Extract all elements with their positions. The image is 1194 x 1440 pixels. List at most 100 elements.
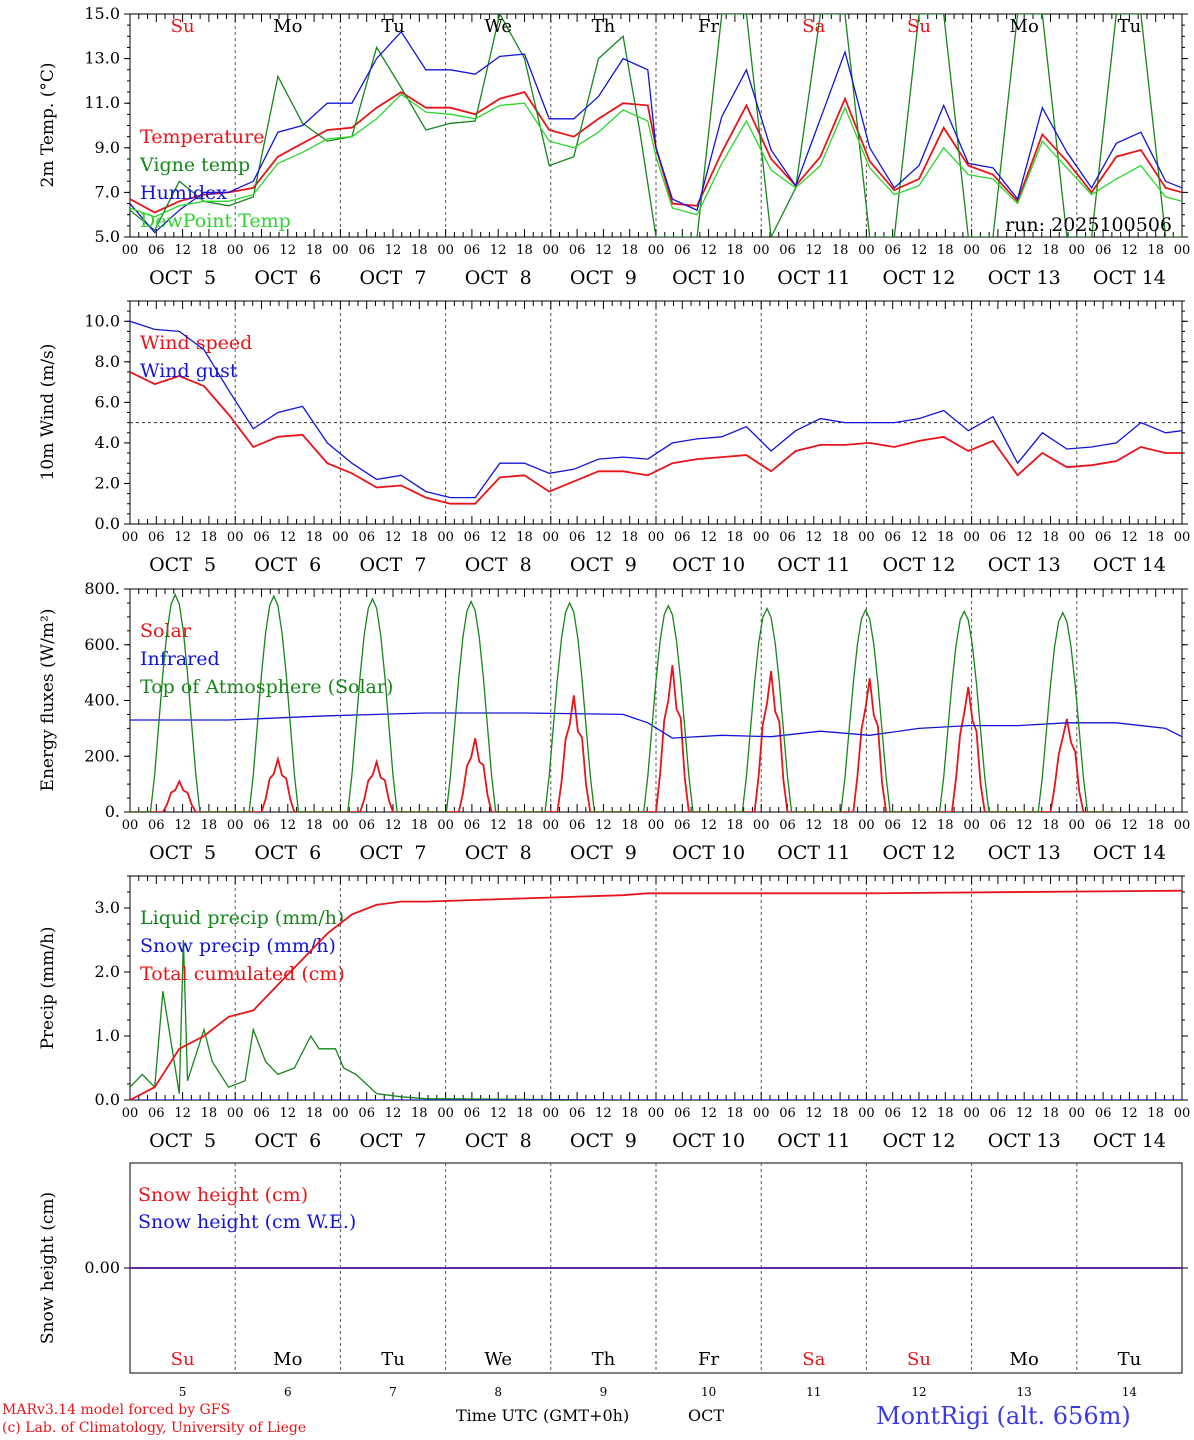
- hour-tick-label: 12: [174, 243, 191, 258]
- hour-tick-label: 12: [595, 1106, 612, 1121]
- day-number: 14: [1122, 1385, 1138, 1399]
- hour-tick-label: 00: [963, 1106, 980, 1121]
- hour-tick-label: 00: [1069, 1106, 1086, 1121]
- legend-total-cumulated-cm-: Total cumulated (cm): [140, 963, 345, 985]
- hour-tick-label: 12: [1016, 1106, 1033, 1121]
- hour-tick-label: 18: [727, 530, 744, 545]
- hour-tick-label: 06: [148, 1106, 165, 1121]
- hour-tick-label: 12: [1121, 818, 1138, 833]
- hour-tick-label: 06: [779, 1106, 796, 1121]
- hour-tick-label: 00: [543, 243, 560, 258]
- date-label: OCT 5: [149, 842, 216, 864]
- hour-tick-label: 06: [358, 530, 375, 545]
- hour-tick-label: 12: [911, 1106, 928, 1121]
- day-name: We: [484, 1349, 512, 1370]
- hour-tick-label: 12: [911, 243, 928, 258]
- date-label: OCT 10: [672, 267, 745, 289]
- legend-dewpoint-temp: DewPoint Temp: [140, 210, 291, 232]
- hour-tick-label: 06: [779, 818, 796, 833]
- hour-tick-label: 00: [858, 1106, 875, 1121]
- date-label: OCT 11: [777, 1130, 850, 1152]
- hour-tick-label: 18: [1147, 818, 1164, 833]
- day-number: 11: [806, 1385, 821, 1399]
- date-label: OCT 8: [465, 1130, 532, 1152]
- hour-tick-label: 18: [621, 530, 638, 545]
- hour-tick-label: 12: [385, 243, 402, 258]
- hour-tick-label: 06: [779, 243, 796, 258]
- model-credit: MARv3.14 model forced by GFS: [2, 1402, 231, 1418]
- hour-tick-label: 00: [543, 818, 560, 833]
- hour-tick-label: 18: [411, 818, 428, 833]
- hour-tick-label: 18: [516, 243, 533, 258]
- hour-tick-label: 06: [569, 818, 586, 833]
- hour-tick-label: 00: [1174, 818, 1191, 833]
- date-label: OCT 11: [777, 842, 850, 864]
- day-number: 5: [179, 1385, 187, 1399]
- legend-humidex: Humidex: [140, 182, 227, 204]
- hour-tick-label: 00: [122, 243, 139, 258]
- hour-tick-label: 06: [253, 1106, 270, 1121]
- hour-tick-label: 06: [464, 818, 481, 833]
- hour-tick-label: 18: [937, 243, 954, 258]
- y-tick-label: 0.0: [95, 514, 120, 533]
- hour-tick-label: 12: [490, 818, 507, 833]
- date-label: OCT 12: [882, 842, 955, 864]
- y-tick-label: 7.0: [95, 182, 120, 201]
- day-number: 10: [701, 1385, 716, 1399]
- hour-tick-label: 06: [779, 530, 796, 545]
- y-tick-label: 5.0: [95, 227, 120, 246]
- hour-tick-label: 12: [174, 1106, 191, 1121]
- hour-tick-label: 00: [858, 243, 875, 258]
- hour-tick-label: 00: [858, 818, 875, 833]
- hour-tick-label: 00: [332, 243, 349, 258]
- hour-tick-label: 00: [1069, 243, 1086, 258]
- hour-tick-label: 06: [148, 818, 165, 833]
- hour-tick-label: 06: [253, 530, 270, 545]
- hour-tick-label: 06: [358, 818, 375, 833]
- hour-tick-label: 06: [148, 530, 165, 545]
- hour-tick-label: 06: [569, 530, 586, 545]
- date-label: OCT 13: [988, 1130, 1061, 1152]
- day-number: 6: [284, 1385, 292, 1399]
- panel-5: 0.00 Snow height (cm) Snow height (cm) Snow…: [38, 1162, 1188, 1399]
- hour-tick-label: 00: [122, 1106, 139, 1121]
- series-infrared: [130, 712, 1182, 739]
- date-label: OCT 13: [988, 267, 1061, 289]
- hour-tick-label: 12: [1016, 243, 1033, 258]
- hour-tick-label: 18: [937, 1106, 954, 1121]
- hour-tick-label: 00: [1069, 818, 1086, 833]
- hour-tick-label: 18: [306, 243, 323, 258]
- hour-tick-label: 00: [332, 530, 349, 545]
- date-label: OCT 11: [777, 554, 850, 576]
- hour-tick-label: 12: [490, 530, 507, 545]
- hour-tick-label: 06: [148, 243, 165, 258]
- date-label: OCT 5: [149, 267, 216, 289]
- hour-tick-label: 00: [227, 243, 244, 258]
- hour-tick-label: 18: [832, 818, 849, 833]
- day-name: Tu: [381, 16, 405, 37]
- y-axis-label: 2m Temp. (°C): [38, 62, 58, 187]
- hour-tick-label: 00: [437, 243, 454, 258]
- y-tick-label: 600.: [84, 635, 120, 654]
- day-name: Su: [907, 16, 931, 37]
- hour-tick-label: 18: [621, 243, 638, 258]
- series-humidex: [130, 30, 1182, 234]
- y-tick-label: 6.0: [95, 392, 120, 411]
- hour-tick-label: 06: [884, 530, 901, 545]
- hour-tick-label: 06: [1095, 530, 1112, 545]
- panel-2: 0.0 2.0 4.0 6.0 8.0 10.0 10m Wind (m/s) Wind sp…: [38, 300, 1190, 576]
- date-label: OCT 12: [882, 267, 955, 289]
- date-label: OCT 14: [1093, 842, 1166, 864]
- hour-tick-label: 12: [806, 530, 823, 545]
- hour-tick-label: 18: [516, 530, 533, 545]
- hour-tick-label: 12: [280, 818, 297, 833]
- date-label: OCT 13: [988, 842, 1061, 864]
- hour-tick-label: 18: [1042, 530, 1059, 545]
- day-number: 8: [494, 1385, 502, 1399]
- y-tick-label: 9.0: [95, 138, 120, 157]
- y-tick-label: 3.0: [95, 898, 120, 917]
- hour-tick-label: 06: [358, 1106, 375, 1121]
- date-label: OCT 10: [672, 842, 745, 864]
- legend-solar: Solar: [140, 620, 192, 642]
- hour-tick-label: 12: [806, 1106, 823, 1121]
